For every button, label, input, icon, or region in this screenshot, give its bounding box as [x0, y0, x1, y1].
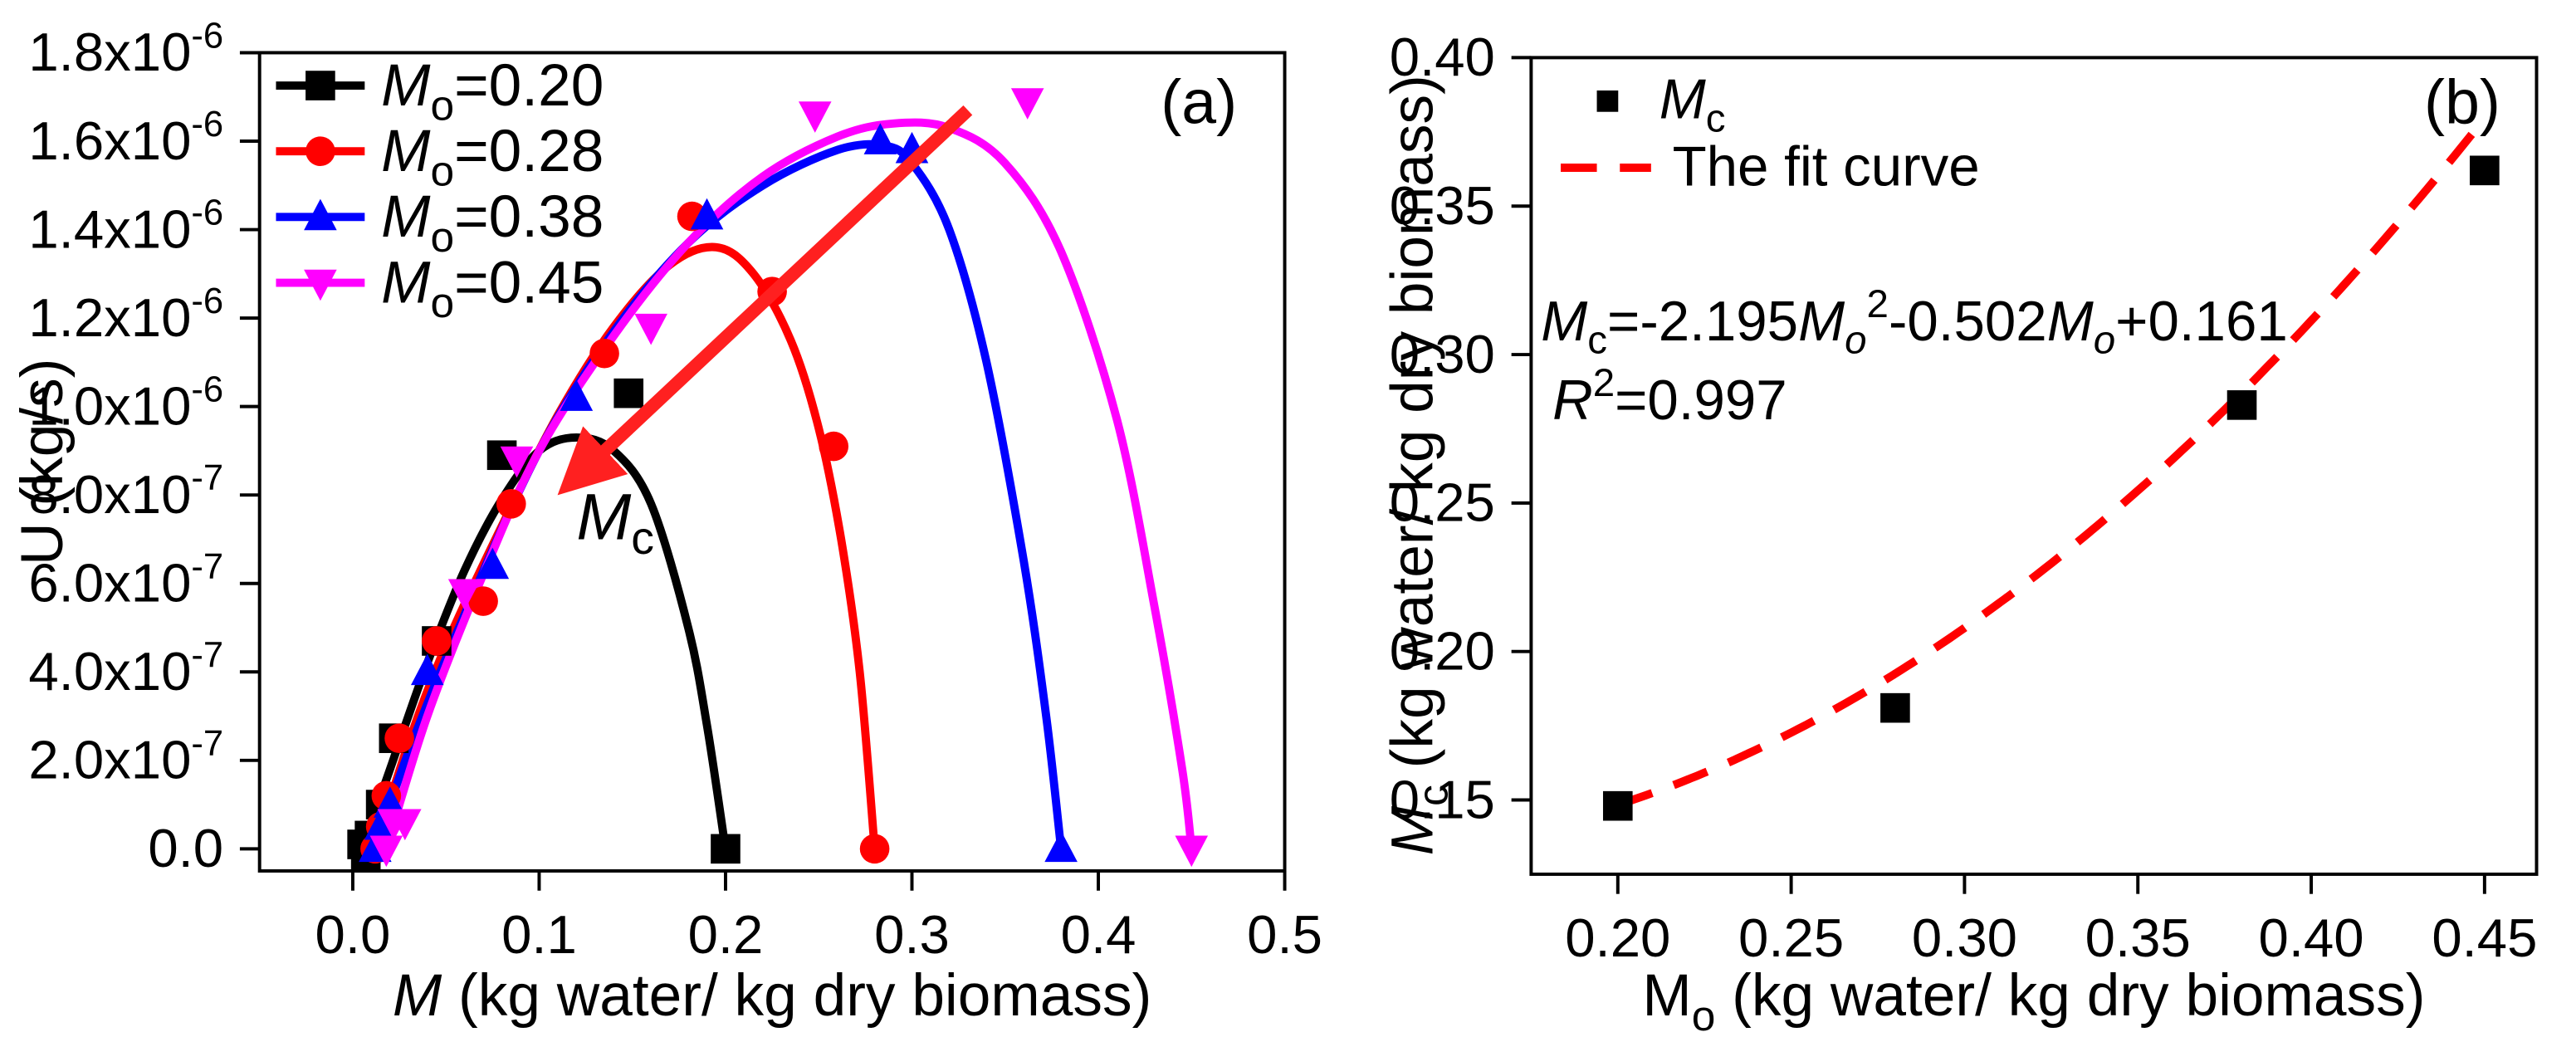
legend-label-0: Mo=0.20 — [381, 53, 604, 130]
series-0-point-7 — [613, 378, 644, 408]
series-curve-3 — [382, 118, 1196, 850]
y-tick-label: 0.30 — [1390, 324, 1495, 384]
y-tick-label: 0.20 — [1390, 620, 1495, 681]
mc-annotation-var: M — [576, 479, 631, 553]
panel-a-y-axis-title: U (kg/s) — [10, 359, 76, 565]
x-tick-label: 0.20 — [1565, 907, 1670, 968]
legend-marker-1 — [306, 136, 335, 167]
y-tick-label: 0.0 — [148, 818, 223, 878]
series-2-point-3 — [410, 653, 444, 686]
x-tick-label: 0.0 — [315, 904, 391, 965]
mc-point-0 — [1602, 790, 1633, 821]
legend-marker-3 — [304, 269, 337, 301]
fit-equation: Mc=-2.195Mo2-0.502Mo+0.161 — [1541, 282, 2288, 363]
fit-curve — [1616, 115, 2488, 809]
legend-marker-2 — [304, 198, 337, 231]
x-tick-label: 0.35 — [2085, 907, 2191, 968]
series-1-point-6 — [496, 489, 526, 519]
series-2-point-4 — [476, 547, 510, 580]
mc-annotation-sub: c — [631, 512, 654, 564]
y-tick-label: 1.8x10-6 — [28, 17, 223, 83]
mc-point-2 — [2227, 390, 2257, 420]
series-1-point-7 — [589, 338, 619, 369]
series-3-point-3 — [447, 579, 481, 611]
panel-b-plot-frame — [1529, 56, 2539, 876]
series-0-point-8 — [711, 834, 741, 864]
legend-label-3: Mo=0.45 — [381, 250, 604, 326]
x-tick-label: 0.30 — [1912, 907, 2017, 968]
x-tick-label: 0.3 — [874, 904, 950, 965]
panel-a-x-ticks: 0.0 0.1 0.2 0.3 0.4 0.5 — [315, 870, 1322, 965]
panel-a-x-axis-title: M (kg water/ kg dry biomass) — [393, 963, 1151, 1029]
panel-b-y-axis-title: Mc (kg water/ kg dry biomass) — [1381, 75, 1457, 855]
series-1-point-10 — [819, 431, 849, 462]
series-3-point-6 — [798, 101, 832, 133]
x-tick-label: 0.5 — [1247, 904, 1322, 965]
y-tick-label: 2.0x10-7 — [28, 724, 223, 790]
y-tick-label: 0.25 — [1390, 472, 1495, 533]
y-tick-label: 1.2x10-6 — [28, 281, 223, 348]
y-tick-label: 8.0x10-7 — [28, 458, 223, 525]
y-tick-label: 0.40 — [1390, 27, 1495, 87]
y-tick-label: 4.0x10-7 — [28, 635, 223, 702]
series-1-point-11 — [859, 834, 890, 864]
series-2-point-1 — [364, 808, 398, 840]
panel-b-x-axis-title: Mo (kg water/ kg dry biomass) — [1642, 963, 2425, 1037]
mc-annotation: Mc — [576, 479, 654, 564]
series-2-point-9 — [1044, 830, 1078, 863]
y-tick-label: 1.4x10-6 — [28, 193, 223, 260]
series-2-point-6 — [690, 198, 724, 230]
series-curve-0 — [358, 433, 730, 850]
panel-b-label: (b) — [2424, 67, 2500, 137]
series-3-point-0 — [369, 835, 403, 868]
y-tick-label: 1.0x10-6 — [28, 370, 223, 437]
series-2-point-7 — [863, 123, 897, 154]
legend-label-1: Mo=0.28 — [381, 119, 604, 195]
legend-label-2: Mo=0.38 — [381, 184, 604, 261]
panel-b-x-ticks: 0.20 0.25 0.30 0.35 0.40 0.45 — [1565, 873, 2537, 968]
panel-b-data-points — [1602, 155, 2500, 821]
x-tick-label: 0.25 — [1738, 907, 1844, 968]
r-squared: R2=0.997 — [1552, 361, 1787, 432]
x-tick-label: 0.45 — [2432, 907, 2537, 968]
legend-fit-label: The fit curve — [1673, 136, 1980, 198]
series-1-point-3 — [384, 723, 414, 753]
x-tick-label: 0.1 — [501, 904, 577, 965]
series-3-point-5 — [634, 313, 667, 345]
series-3-point-8 — [1175, 835, 1209, 868]
x-tick-label: 0.40 — [2259, 907, 2364, 968]
legend-mc-label: Mc — [1659, 69, 1726, 141]
series-3-point-7 — [1010, 88, 1044, 120]
series-3-point-2 — [389, 809, 422, 841]
x-tick-label: 0.4 — [1061, 904, 1136, 965]
panel-b-chart: 0.20 0.25 0.30 0.35 0.40 0.45 0.15 0.20 0.25 0.3… — [1381, 27, 2539, 1037]
panel-a-plot-frame — [257, 51, 1287, 873]
series-1-point-5 — [468, 586, 498, 616]
panel-a-label: (a) — [1161, 67, 1237, 137]
mc-trend-arrow — [557, 105, 973, 496]
series-3-point-4 — [500, 446, 534, 478]
panel-a-y-ticks: 0.0 2.0x10-7 4.0x10-7 6.0x10-7 8.0x10-7 1.0x1… — [28, 17, 260, 878]
mc-point-1 — [1880, 692, 1910, 723]
panel-a-chart: Mc 0.0 0.1 0.2 0.3 0.4 0.5 0.0 2.0x10-7 4.0x10-… — [10, 17, 1322, 1030]
y-tick-label: 1.6x10-6 — [28, 105, 223, 171]
y-tick-label: 6.0x10-7 — [28, 547, 223, 614]
mc-point-3 — [2470, 155, 2500, 186]
x-tick-label: 0.2 — [688, 904, 764, 965]
series-2-point-5 — [560, 379, 594, 411]
legend-marker-0 — [306, 71, 335, 100]
series-1-point-4 — [422, 626, 452, 656]
y-tick-label: 0.15 — [1390, 769, 1495, 829]
y-tick-label: 0.35 — [1390, 175, 1495, 236]
panel-b-y-ticks: 0.15 0.20 0.25 0.30 0.35 0.40 — [1390, 27, 1532, 829]
legend-mc-marker — [1596, 90, 1619, 112]
